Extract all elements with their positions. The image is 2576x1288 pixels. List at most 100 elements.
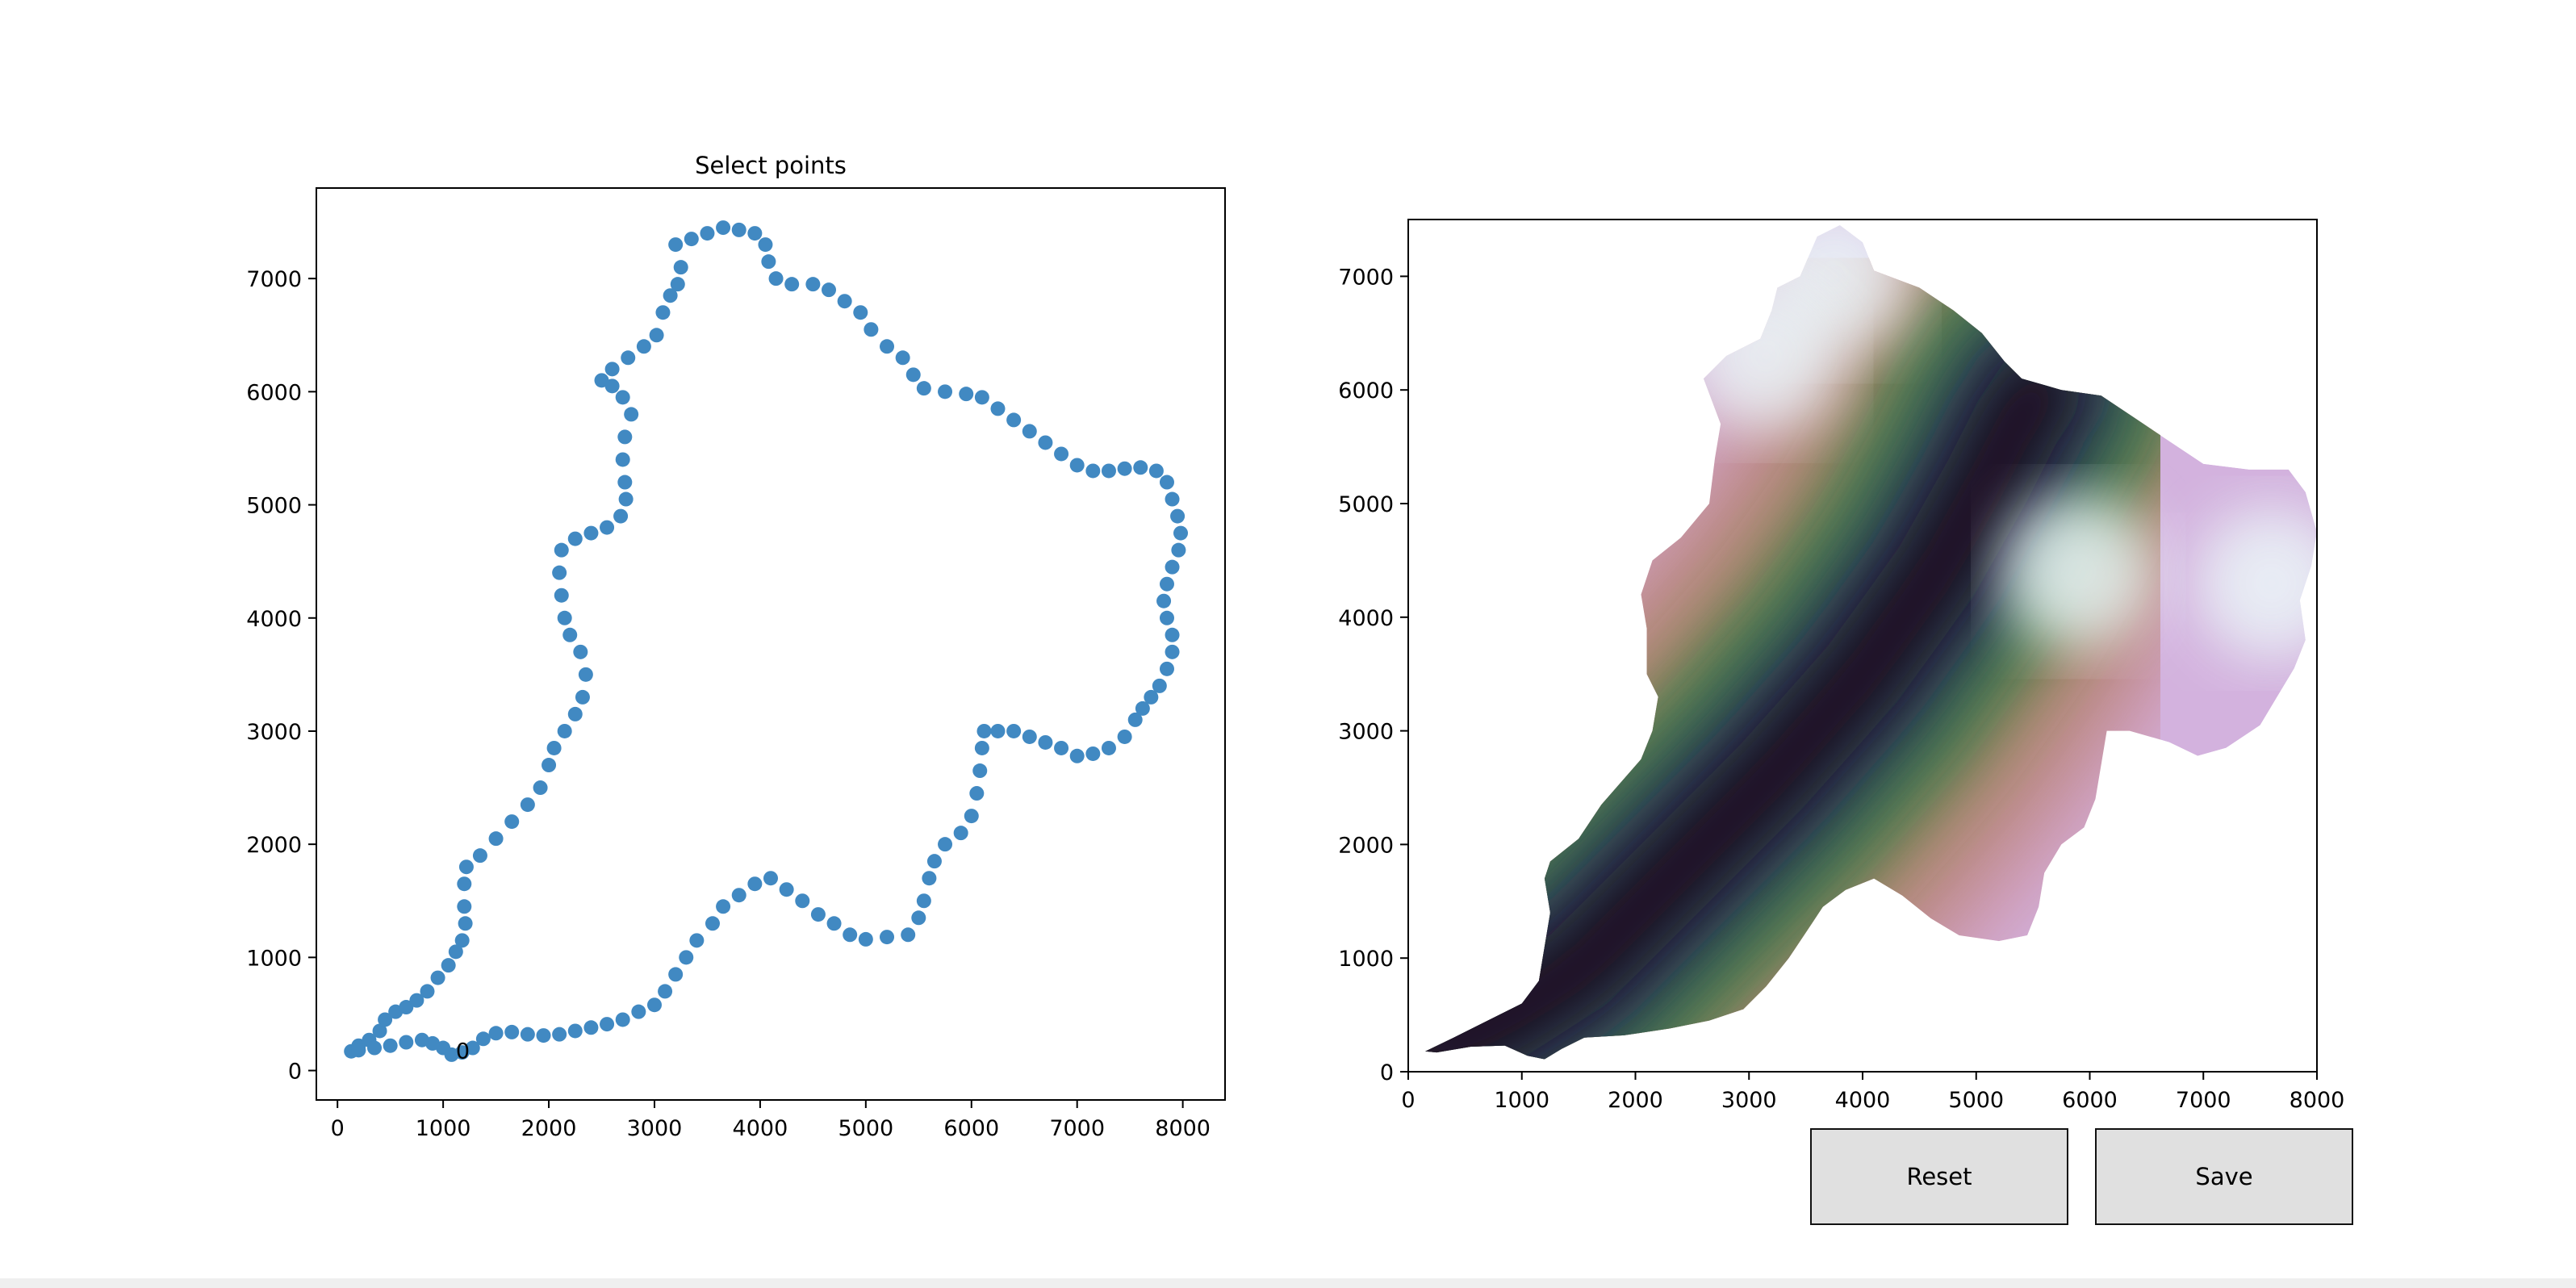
selected-point[interactable] [731,222,746,237]
selected-point[interactable] [1117,461,1132,476]
selected-point[interactable] [351,1043,366,1058]
selected-point[interactable] [636,339,651,354]
selected-point[interactable] [557,723,572,738]
selected-point[interactable] [613,508,629,524]
selected-point[interactable] [964,809,979,824]
selected-point[interactable] [504,1024,520,1039]
selected-point[interactable] [1101,463,1116,479]
selected-point[interactable] [472,848,487,864]
selected-point[interactable] [795,893,810,909]
selected-point[interactable] [504,814,520,830]
selected-point[interactable] [1156,593,1172,608]
selected-point[interactable] [959,387,974,402]
selected-point[interactable] [1148,463,1164,479]
selected-point[interactable] [990,401,1006,416]
selected-point[interactable] [1022,424,1037,439]
selected-point[interactable] [976,723,992,738]
selected-point[interactable] [1144,689,1159,705]
selected-point[interactable] [533,780,548,796]
selected-point[interactable] [378,1012,393,1027]
selected-point[interactable] [458,916,473,931]
selected-point[interactable] [826,916,842,931]
selected-point[interactable] [763,871,778,886]
selected-point[interactable] [822,282,837,298]
selected-point[interactable] [1173,525,1189,541]
selected-point[interactable] [414,1032,429,1048]
selected-point[interactable] [646,997,662,1013]
selected-point[interactable] [843,927,858,943]
selected-point[interactable] [916,381,931,396]
selected-point[interactable] [621,350,636,366]
selected-point[interactable] [594,373,609,388]
selected-point[interactable] [457,899,472,914]
save-button[interactable]: Save [2095,1128,2353,1225]
selected-point[interactable] [399,1035,414,1050]
selected-point[interactable] [624,407,639,422]
selected-point[interactable] [670,277,685,292]
scatter-axes[interactable]: Select points 0 0 1000 2000 3000 4000 5000 600… [246,152,1226,1141]
selected-point[interactable] [784,277,800,292]
selected-point[interactable] [552,565,567,580]
selected-point[interactable] [663,288,678,303]
selected-point[interactable] [520,797,535,813]
selected-point[interactable] [658,984,673,999]
selected-point[interactable] [1069,458,1085,473]
selected-point[interactable] [554,542,569,558]
selected-point[interactable] [615,390,630,405]
selected-point[interactable] [1159,661,1174,676]
selected-point[interactable] [1165,627,1180,642]
selected-point[interactable] [1171,542,1186,558]
selected-point[interactable] [457,876,472,892]
selected-point[interactable] [916,893,931,909]
selected-point[interactable] [567,531,583,546]
selected-point[interactable] [673,260,688,275]
selected-point[interactable] [758,237,773,253]
selected-point[interactable] [399,1000,414,1015]
selected-point[interactable] [1117,729,1132,744]
selected-point[interactable] [372,1023,387,1039]
scatter-points[interactable] [344,220,1189,1062]
selected-point[interactable] [554,588,569,603]
selected-point[interactable] [953,826,968,841]
selected-point[interactable] [858,931,873,947]
selected-point[interactable] [1054,446,1069,462]
selected-point[interactable] [1165,491,1180,507]
selected-point[interactable] [668,237,684,253]
selected-point[interactable] [969,786,985,801]
selected-point[interactable] [573,644,588,659]
selected-point[interactable] [1127,712,1143,727]
selected-point[interactable] [557,610,572,625]
selected-point[interactable] [383,1038,398,1053]
selected-point[interactable] [990,723,1006,738]
selected-point[interactable] [1135,700,1150,716]
selected-point[interactable] [864,322,879,337]
selected-point[interactable] [911,910,926,926]
selected-point[interactable] [1038,435,1053,450]
selected-point[interactable] [895,350,910,366]
selected-point[interactable] [536,1028,551,1043]
selected-point[interactable] [617,475,633,490]
selected-point[interactable] [1159,475,1174,490]
selected-point[interactable] [520,1027,535,1042]
selected-point[interactable] [974,740,989,755]
selected-point[interactable] [583,525,599,541]
selected-point[interactable] [567,706,583,721]
selected-point[interactable] [668,967,684,982]
selected-point[interactable] [972,763,988,779]
selected-point[interactable] [901,927,916,943]
selected-point[interactable] [583,1020,599,1035]
selected-point[interactable] [1152,678,1167,693]
selected-point[interactable] [1159,610,1174,625]
selected-point[interactable] [700,226,715,241]
selected-point[interactable] [1006,412,1022,428]
selected-point[interactable] [926,854,942,869]
selected-point[interactable] [938,384,953,399]
selected-point[interactable] [454,933,470,948]
selected-point[interactable] [805,277,821,292]
selected-point[interactable] [575,689,590,705]
selected-point[interactable] [747,876,763,892]
selected-point[interactable] [853,305,868,320]
selected-point[interactable] [880,339,895,354]
selected-point[interactable] [1165,644,1180,659]
selected-point[interactable] [448,944,463,960]
